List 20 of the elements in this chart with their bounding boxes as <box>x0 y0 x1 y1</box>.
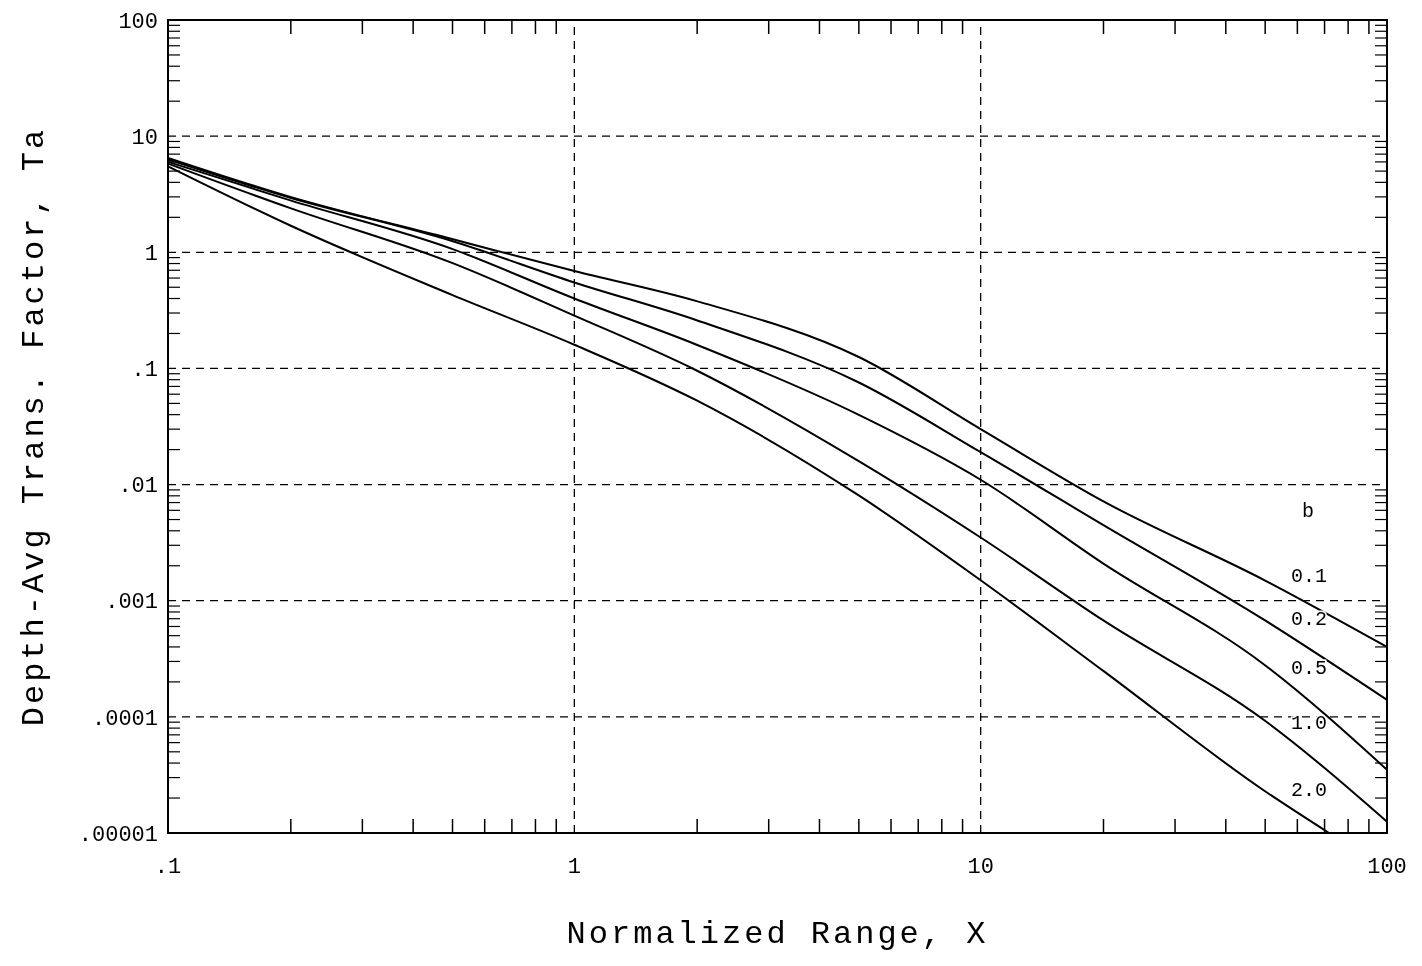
legend-label: 0.2 <box>1291 607 1328 631</box>
y-tick-label: 100 <box>118 9 158 35</box>
y-tick-label: .0001 <box>91 706 158 732</box>
legend-title: b <box>1302 499 1315 523</box>
y-tick-label: .01 <box>118 474 158 500</box>
y-tick-label: .00001 <box>78 822 158 848</box>
legend-label: 0.5 <box>1291 657 1328 681</box>
y-axis-title: Depth-Avg Trans. Factor, Ta <box>16 126 53 727</box>
x-tick-label: 1 <box>567 855 581 880</box>
x-tick-label: .1 <box>154 855 182 880</box>
legend-label: 0.1 <box>1291 565 1328 589</box>
y-tick-label: .1 <box>131 358 158 384</box>
y-tick-label: 10 <box>131 125 158 151</box>
y-tick-label: .001 <box>105 590 158 616</box>
x-tick-label: 10 <box>967 855 994 880</box>
y-tick-label: 1 <box>144 241 158 267</box>
legend-label: 1.0 <box>1291 711 1328 735</box>
x-axis-title: Normalized Range, X <box>566 916 989 953</box>
x-tick-label: 100 <box>1367 855 1407 880</box>
legend-label: 2.0 <box>1291 778 1328 802</box>
